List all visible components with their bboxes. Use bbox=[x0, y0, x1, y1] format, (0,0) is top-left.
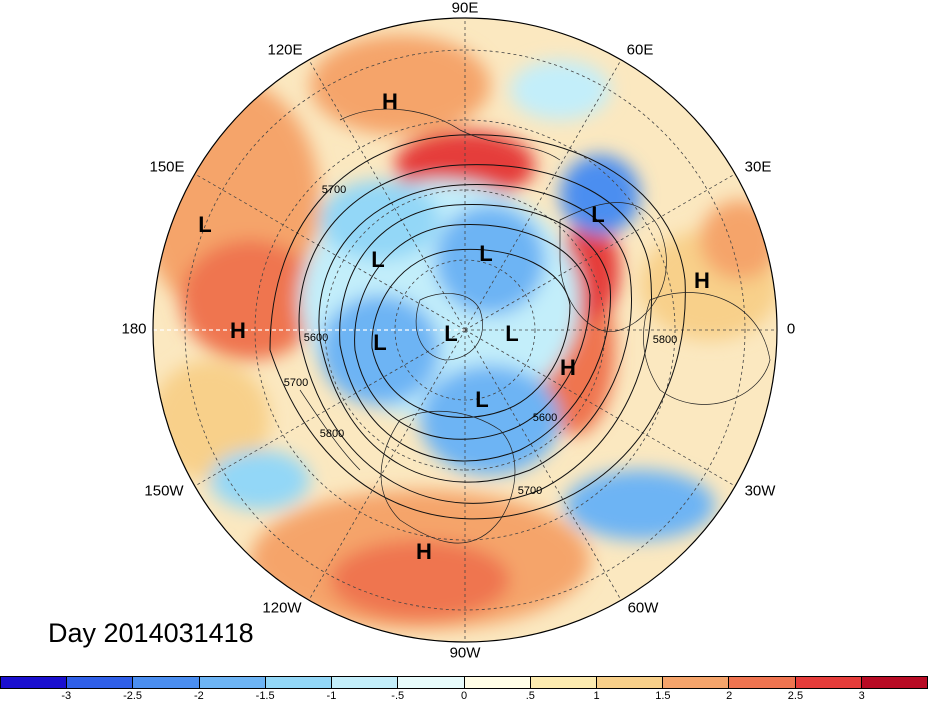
colorbar-tick-label: .5 bbox=[525, 690, 535, 702]
low-marker: L bbox=[505, 321, 519, 346]
colorbar-tick-label: 1.5 bbox=[655, 690, 671, 702]
colorbar-swatch bbox=[861, 677, 928, 688]
colorbar-tick-label: 2.5 bbox=[787, 690, 804, 702]
colorbar-swatch bbox=[596, 677, 664, 688]
low-marker: L bbox=[591, 202, 605, 227]
low-marker: L bbox=[479, 241, 493, 266]
colorbar-swatch bbox=[265, 677, 333, 688]
contour-label: 5600 bbox=[303, 332, 329, 344]
contour-label: 5700 bbox=[321, 184, 347, 196]
contour-label: 5700 bbox=[517, 485, 543, 497]
colorbar-tick-label: 3 bbox=[858, 690, 865, 702]
colorbar-swatch bbox=[663, 677, 730, 688]
high-marker: H bbox=[230, 318, 246, 343]
height-contours bbox=[269, 134, 686, 520]
colorbar-swatch bbox=[199, 677, 266, 688]
contour-label: 5600 bbox=[532, 412, 558, 424]
lon-label-180: 180 bbox=[121, 320, 147, 338]
lon-label-60w: 60W bbox=[627, 599, 659, 617]
colorbar-swatch bbox=[464, 677, 531, 688]
low-marker: L bbox=[475, 387, 489, 412]
lon-label-0: 0 bbox=[786, 320, 796, 338]
lon-label-90e: 90E bbox=[451, 0, 479, 17]
lon-label-90w: 90W bbox=[449, 644, 481, 662]
colorbar-swatch bbox=[332, 677, 399, 688]
lon-label-150e: 150E bbox=[149, 158, 185, 176]
high-marker: H bbox=[416, 539, 432, 564]
colorbar-tick-label: -1.5 bbox=[255, 690, 275, 702]
colorbar-tick-label: 1 bbox=[593, 690, 600, 702]
lon-label-30w: 30W bbox=[744, 482, 776, 500]
colorbar-swatch bbox=[1, 677, 68, 688]
map-border bbox=[152, 17, 778, 643]
colorbar-swatch bbox=[67, 677, 134, 688]
day-title: Day 2014031418 bbox=[48, 618, 254, 648]
low-marker: L bbox=[198, 212, 212, 237]
high-marker: H bbox=[382, 89, 398, 114]
contour-label: 5700 bbox=[283, 377, 309, 389]
lon-label-120w: 120W bbox=[262, 599, 302, 617]
high-marker: H bbox=[694, 268, 710, 293]
low-marker: L bbox=[371, 247, 385, 272]
contour-label: 5800 bbox=[319, 428, 345, 440]
contour-label: 5800 bbox=[652, 334, 678, 346]
colorbar-tick-label: 2 bbox=[726, 690, 733, 702]
lon-label-120e: 120E bbox=[267, 41, 303, 59]
colorbar-swatch bbox=[133, 677, 200, 688]
colorbar-swatch bbox=[795, 677, 862, 688]
colorbar-tick-label: -2 bbox=[193, 690, 204, 702]
colorbar-tick-label: -1 bbox=[326, 690, 337, 702]
high-marker: H bbox=[560, 355, 576, 380]
colorbar bbox=[0, 676, 928, 689]
colorbar-tick-label: -.5 bbox=[391, 690, 405, 702]
colorbar-swatch bbox=[729, 677, 796, 688]
colorbar-tick-label: -3 bbox=[61, 690, 72, 702]
lon-label-150w: 150W bbox=[144, 482, 184, 500]
low-marker: L bbox=[373, 330, 387, 355]
colorbar-tick-label: -2.5 bbox=[123, 690, 143, 702]
lon-label-30e: 30E bbox=[744, 158, 772, 176]
colorbar-swatch bbox=[530, 677, 597, 688]
colorbar-swatch bbox=[398, 677, 465, 688]
coastlines bbox=[299, 108, 771, 544]
low-marker: L bbox=[444, 321, 458, 346]
lon-label-60e: 60E bbox=[626, 41, 654, 59]
colorbar-tick-label: 0 bbox=[460, 690, 468, 702]
anomaly-field bbox=[153, 35, 777, 630]
